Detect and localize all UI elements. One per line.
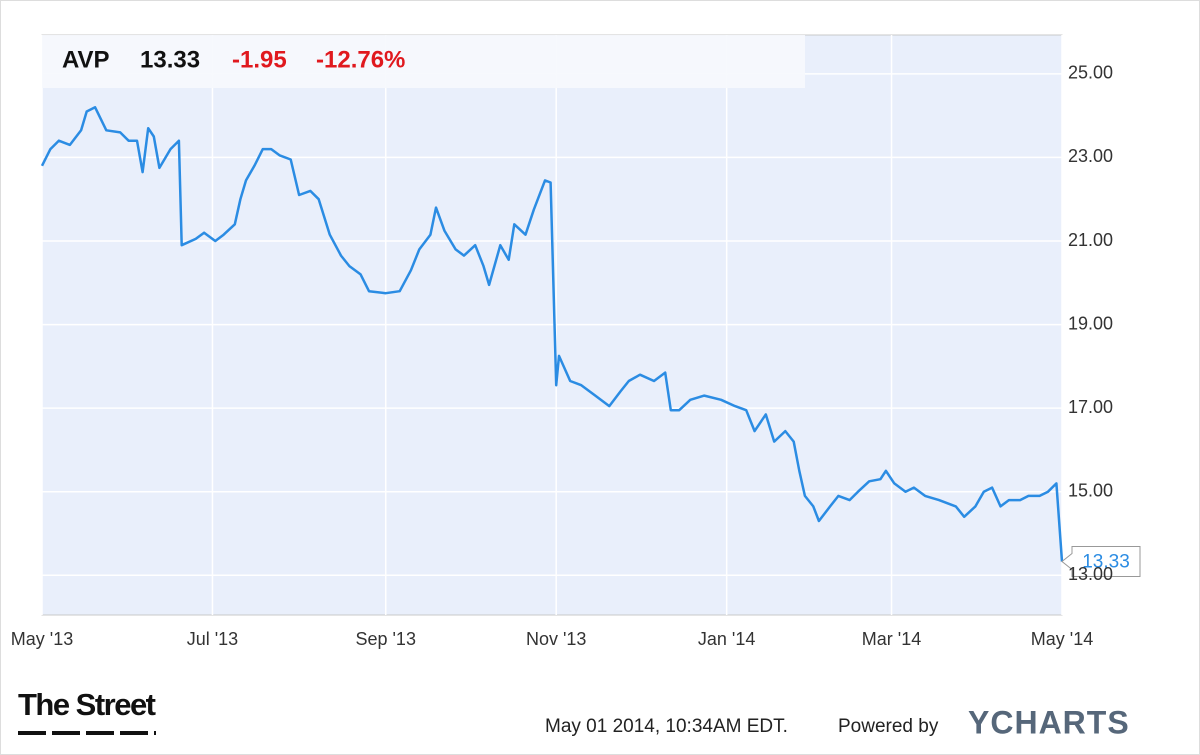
last-value-label: 13.33 [1082, 552, 1130, 573]
brand-logo: YCHARTS [968, 704, 1130, 740]
timestamp: May 01 2014, 10:34AM EDT. [545, 716, 788, 737]
x-tick-label: Nov '13 [526, 629, 586, 649]
x-tick-label: Jan '14 [698, 629, 755, 649]
x-tick-label: May '13 [11, 629, 73, 649]
header-box [42, 35, 805, 88]
grid [41, 35, 1063, 615]
y-tick-label: 17.00 [1068, 397, 1113, 417]
callout-box [1061, 546, 1141, 578]
lines [40, 106, 1064, 562]
y-tick-label: 25.00 [1068, 63, 1113, 83]
y-tick-label: 23.00 [1068, 146, 1113, 166]
price-line [40, 106, 1064, 562]
y-tick-label: 15.00 [1068, 480, 1113, 500]
source-logo: The Street [18, 687, 156, 722]
y-tick-label: 21.00 [1068, 230, 1113, 250]
x-tick-label: Mar '14 [862, 629, 921, 649]
price: 13.33 [140, 46, 200, 73]
change-percent: -12.76% [316, 46, 405, 73]
x-tick-label: Sep '13 [355, 629, 416, 649]
powered-by: Powered by [838, 716, 939, 737]
y-tick-label: 13.00 [1068, 564, 1113, 584]
ticker: AVP [62, 46, 110, 73]
x-tick-label: Jul '13 [187, 629, 238, 649]
x-tick-label: May '14 [1031, 629, 1093, 649]
change: -1.95 [232, 46, 287, 73]
y-tick-label: 19.00 [1068, 313, 1113, 333]
overlay: 13.33 [1061, 546, 1141, 578]
